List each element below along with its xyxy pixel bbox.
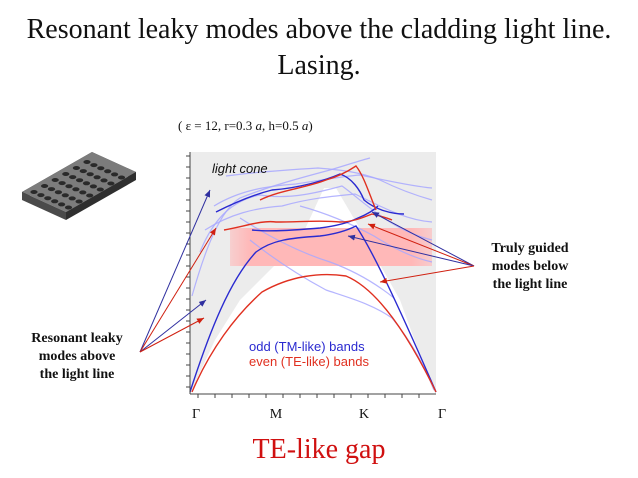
x-tick-k: K: [359, 407, 369, 422]
odd-band-1: [189, 225, 437, 393]
crystal-hole: [93, 175, 101, 180]
structure-parameters: ( ε = 12, r=0.3 a, h=0.5 a): [178, 118, 313, 134]
crystal-hole: [76, 178, 84, 183]
x-tick-m: M: [270, 407, 283, 422]
crystal-hole: [75, 199, 83, 204]
even-band-1: [191, 273, 437, 393]
crystal-hole: [44, 196, 52, 201]
crystal-hole: [72, 166, 80, 170]
arrow-guided-red-1: [367, 223, 475, 267]
light-cone-band-3: [204, 193, 433, 231]
params-close: ): [308, 118, 313, 133]
crystal-hole: [41, 184, 49, 188]
slide-title: Resonant leaky modes above the cladding …: [26, 14, 612, 81]
params-a-unit-2: a: [301, 118, 309, 133]
crystal-hole: [79, 190, 87, 195]
crystal-hole: [58, 181, 66, 186]
crystal-hole: [37, 193, 45, 198]
crystal-hole: [54, 190, 63, 195]
leaky-modes-label: Resonant leaky modes above the light lin…: [12, 330, 142, 384]
crystal-hole: [47, 187, 56, 192]
crystal-hole: [104, 169, 112, 174]
guided-modes-line-3: the light line: [492, 277, 568, 292]
crystal-hole: [96, 187, 104, 192]
arrow-leaky-red-2: [139, 317, 205, 353]
crystal-hole: [100, 178, 108, 183]
light-cone-band-5: [225, 167, 433, 201]
arrow-leaky-blue-1: [139, 189, 211, 353]
band-plot: light cone Γ M K Γ odd (TM-like) bands e…: [186, 152, 446, 422]
crystal-hole: [97, 166, 105, 171]
crystal-hole: [64, 205, 73, 210]
arrow-guided-red-2: [379, 265, 475, 284]
x-tick-gamma-end: Γ: [438, 407, 446, 422]
crystal-hole: [90, 163, 98, 168]
crystal-hole: [58, 202, 66, 207]
arrow-leaky-blue-2: [139, 299, 207, 353]
crystal-hole: [86, 172, 94, 177]
crystal-hole: [89, 184, 97, 189]
leaky-modes-line-2: modes above: [38, 349, 116, 364]
crystal-hole: [61, 193, 69, 198]
arrow-leaky-red-1: [139, 227, 217, 353]
params-thickness: , h=0.5: [262, 118, 299, 133]
crystal-hole: [107, 181, 115, 186]
light-cone-label: light cone: [212, 161, 268, 176]
light-cone-band-7: [239, 217, 395, 299]
crystal-hole: [82, 181, 91, 186]
params-epsilon-radius: ( ε = 12, r=0.3: [178, 118, 253, 133]
photonic-crystal-slab-icon: [22, 152, 136, 220]
guided-modes-line-1: Truly guided: [491, 241, 569, 256]
legend-even-bands: even (TE-like) bands: [249, 354, 369, 369]
crystal-hole: [72, 187, 80, 192]
annotation-arrows: [139, 189, 475, 353]
x-tick-gamma-start: Γ: [192, 407, 200, 422]
crystal-hole: [79, 169, 87, 174]
crystal-hole: [68, 196, 76, 201]
crystal-hole: [51, 178, 59, 182]
guided-modes-line-2: modes below: [491, 259, 569, 274]
leaky-modes-line-1: Resonant leaky: [31, 331, 123, 346]
crystal-hole: [117, 175, 126, 180]
crystal-hole: [111, 172, 119, 177]
light-cone-band-6: [249, 239, 435, 391]
crystal-hole: [62, 172, 70, 176]
crystal-hole: [69, 175, 77, 180]
te-like-gap-label: TE-like gap: [252, 434, 386, 465]
even-band-3: [259, 165, 377, 211]
crystal-hole: [65, 184, 73, 189]
crystal-hole: [30, 190, 38, 194]
light-cone-band-8: [299, 205, 433, 263]
odd-band-3: [251, 205, 379, 232]
legend-odd-bands: odd (TM-like) bands: [249, 339, 365, 354]
crystal-hole: [51, 199, 59, 204]
arrow-guided-blue-2: [347, 234, 475, 267]
arrow-guided-blue-1: [371, 211, 475, 267]
guided-modes-label: Truly guided modes below the light line: [470, 240, 590, 294]
crystal-hole: [86, 193, 94, 198]
params-a-unit-1: a: [255, 118, 263, 133]
crystal-hole: [83, 160, 91, 164]
leaky-modes-line-3: the light line: [39, 367, 115, 382]
